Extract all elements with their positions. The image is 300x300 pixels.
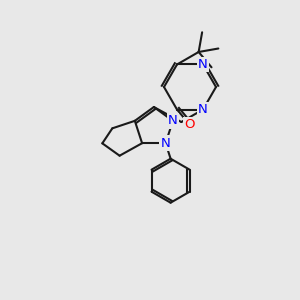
Text: N: N xyxy=(198,58,208,71)
Text: N: N xyxy=(161,137,170,150)
Text: N: N xyxy=(198,103,208,116)
Text: N: N xyxy=(168,114,178,127)
Text: O: O xyxy=(184,118,195,131)
